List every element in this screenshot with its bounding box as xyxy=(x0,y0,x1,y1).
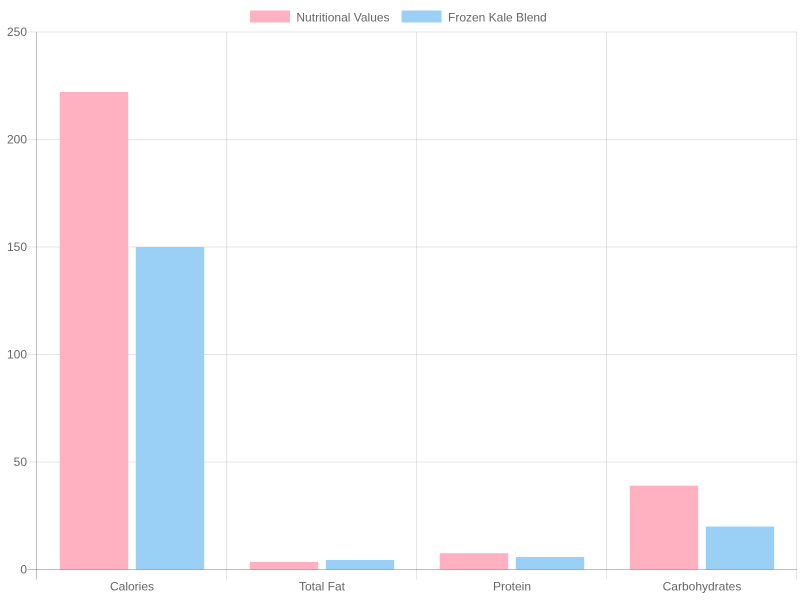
svg-text:Total Fat: Total Fat xyxy=(299,580,346,594)
svg-text:Frozen Kale Blend: Frozen Kale Blend xyxy=(448,10,547,24)
svg-text:100: 100 xyxy=(7,348,27,362)
svg-text:50: 50 xyxy=(14,455,28,469)
svg-text:150: 150 xyxy=(7,240,27,254)
svg-text:Protein: Protein xyxy=(493,580,531,594)
svg-text:Nutritional Values: Nutritional Values xyxy=(296,10,389,24)
svg-text:200: 200 xyxy=(7,133,27,147)
svg-text:Calories: Calories xyxy=(110,580,154,594)
svg-text:250: 250 xyxy=(7,25,27,39)
svg-text:Carbohydrates: Carbohydrates xyxy=(663,580,742,594)
svg-text:0: 0 xyxy=(20,563,27,577)
